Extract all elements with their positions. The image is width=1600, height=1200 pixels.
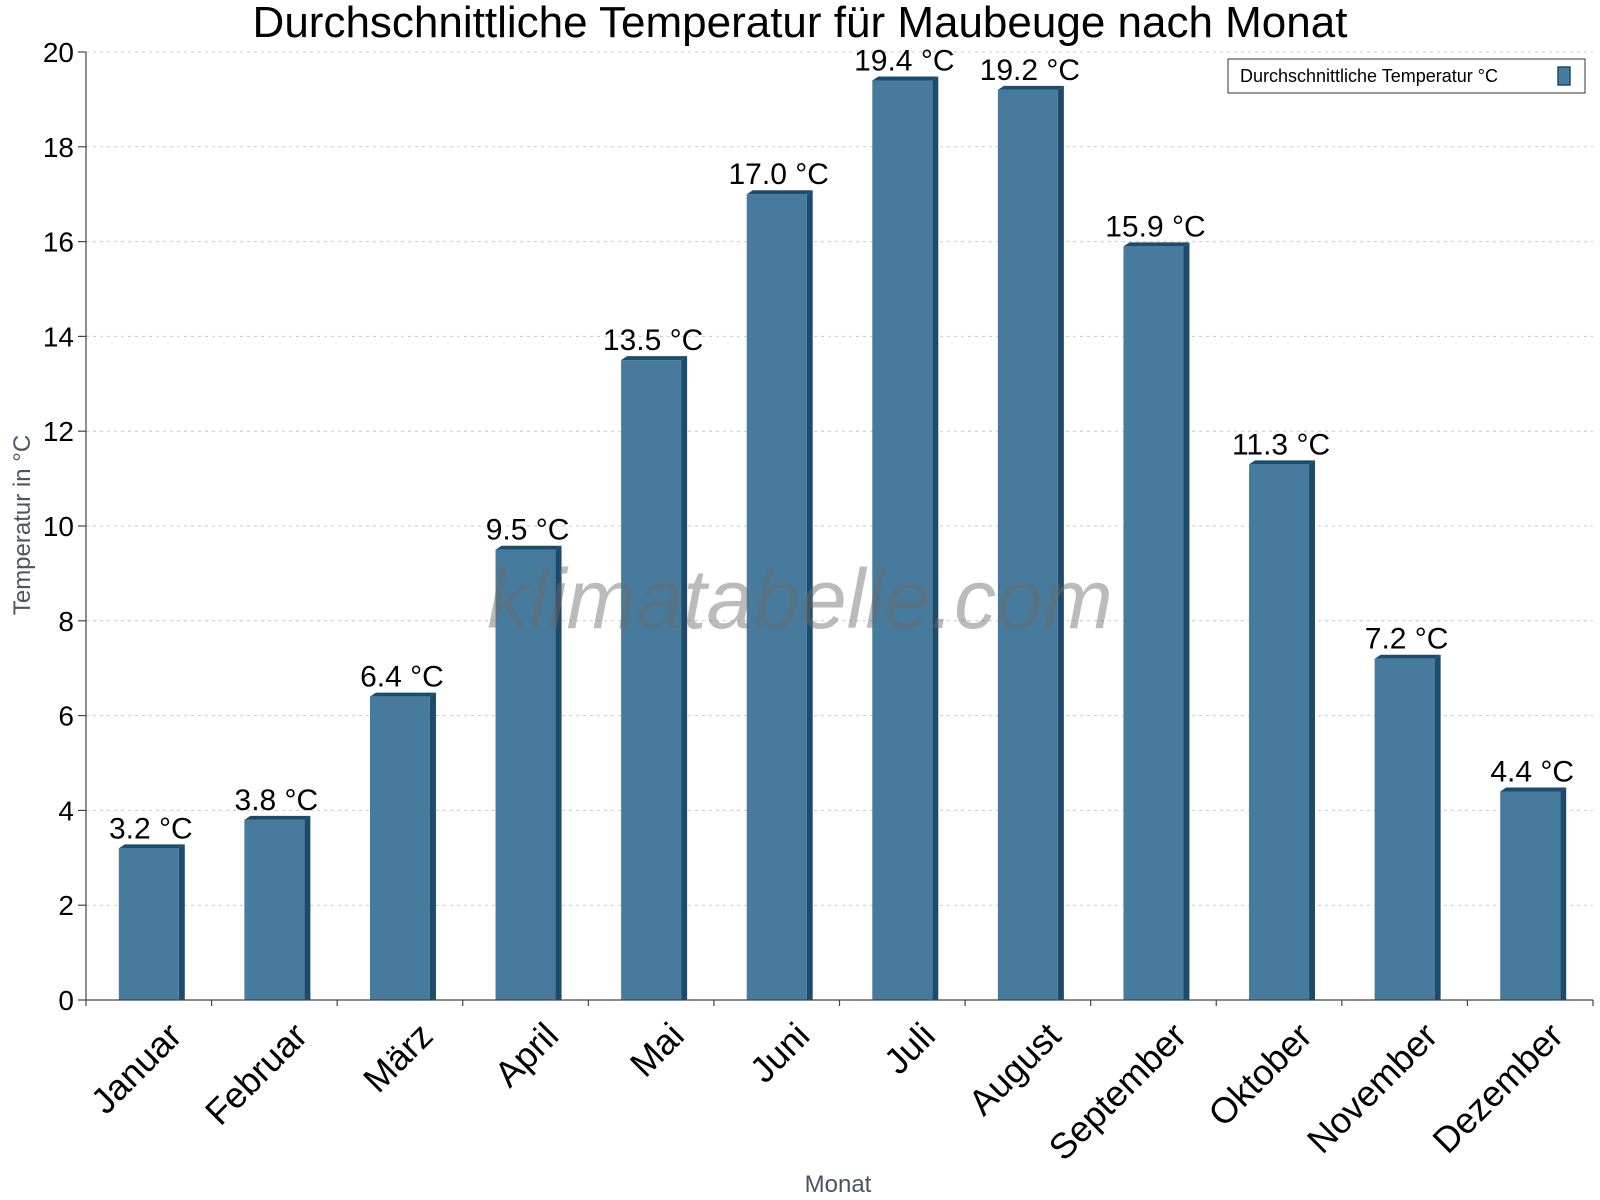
data-label: 11.3 °C <box>1232 428 1330 461</box>
legend-label: Durchschnittliche Temperatur °C <box>1240 66 1498 86</box>
bar <box>872 80 933 1000</box>
y-axis-title: Temperatur in °C <box>9 435 36 615</box>
legend: Durchschnittliche Temperatur °C <box>1227 58 1586 94</box>
y-tick-label: 18 <box>43 132 74 163</box>
bar-side <box>1434 654 1441 1000</box>
x-tick-label: Februar <box>197 1015 315 1133</box>
x-tick-label: April <box>486 1015 566 1095</box>
data-label: 4.4 °C <box>1490 755 1574 788</box>
bar-top <box>746 190 813 195</box>
chart-title: Durchschnittliche Temperatur für Maubeug… <box>253 0 1348 47</box>
bar-top <box>118 844 185 849</box>
bar <box>997 89 1058 1001</box>
x-tick-label: November <box>1299 1015 1445 1161</box>
bar-side <box>932 76 939 1000</box>
bar-top <box>1374 654 1441 659</box>
y-tick-label: 10 <box>43 511 74 542</box>
data-label: 9.5 °C <box>486 514 570 547</box>
gridlines <box>86 51 1593 906</box>
bar-side <box>1057 85 1064 1001</box>
y-tick-label: 14 <box>43 321 74 352</box>
bar-side <box>806 190 813 1000</box>
bar-top <box>872 76 939 81</box>
bar-side <box>178 844 185 1000</box>
y-tick-label: 0 <box>58 985 74 1016</box>
data-label: 6.4 °C <box>360 661 444 694</box>
bar-top <box>244 815 311 820</box>
data-label: 19.2 °C <box>980 54 1080 87</box>
x-tick-label: März <box>355 1015 441 1101</box>
bar <box>1249 464 1310 1000</box>
bar <box>746 194 807 1000</box>
y-tick-label: 16 <box>43 227 74 258</box>
data-label: 7.2 °C <box>1365 623 1449 656</box>
x-tick-label: Juni <box>742 1015 818 1091</box>
bar-side <box>1183 242 1190 1001</box>
data-label: 17.0 °C <box>729 158 829 191</box>
data-label: 13.5 °C <box>603 324 703 357</box>
legend-box <box>1227 58 1586 94</box>
watermark-text: klimatabelle.com <box>487 552 1113 646</box>
y-tick-label: 20 <box>43 37 74 68</box>
bar <box>244 819 305 1000</box>
bar <box>1123 246 1184 1001</box>
bar-top <box>495 545 562 550</box>
bar-side <box>555 545 562 1000</box>
bar <box>118 848 179 1000</box>
bar-top <box>1249 460 1316 465</box>
data-label: 15.9 °C <box>1105 210 1205 243</box>
bar-top <box>1123 242 1190 247</box>
data-labels: 3.2 °C 3.8 °C 6.4 °C 9.5 °C 13.5 °C 17.0 °C 19… <box>109 44 1574 845</box>
data-label: 3.2 °C <box>109 812 193 845</box>
x-tick-label: August <box>960 1015 1068 1123</box>
y-tick-label: 12 <box>43 416 74 447</box>
bar <box>1500 791 1561 1000</box>
bar-top <box>369 692 436 697</box>
bar-side <box>1560 787 1567 1000</box>
legend-swatch <box>1557 66 1571 86</box>
bar-side <box>681 356 688 1001</box>
y-tick-label: 6 <box>58 701 74 732</box>
bar <box>1374 658 1435 1000</box>
bar-side <box>304 815 311 1000</box>
x-tick-label: September <box>1041 1015 1195 1169</box>
x-axis-title: Monat <box>805 1171 872 1198</box>
x-tick-label: Dezember <box>1424 1015 1570 1161</box>
x-tick-label: Januar <box>83 1015 190 1122</box>
bar <box>621 360 682 1001</box>
x-tick-label: Juli <box>876 1015 943 1082</box>
bar-side <box>1309 460 1316 1000</box>
bar <box>369 696 430 1000</box>
y-tick-label: 4 <box>58 795 74 826</box>
bar-side <box>429 692 436 1000</box>
bar-top <box>997 85 1064 90</box>
bar <box>495 549 556 1000</box>
bar-top <box>621 356 688 361</box>
data-label: 19.4 °C <box>854 44 954 77</box>
bars <box>118 76 1567 1001</box>
x-tick-label: Mai <box>622 1015 692 1085</box>
data-label: 3.8 °C <box>235 784 319 817</box>
y-tick-label: 2 <box>58 890 74 921</box>
y-tick-label: 8 <box>58 606 74 637</box>
bar-top <box>1500 787 1567 792</box>
x-tick-label: Oktober <box>1200 1015 1320 1135</box>
